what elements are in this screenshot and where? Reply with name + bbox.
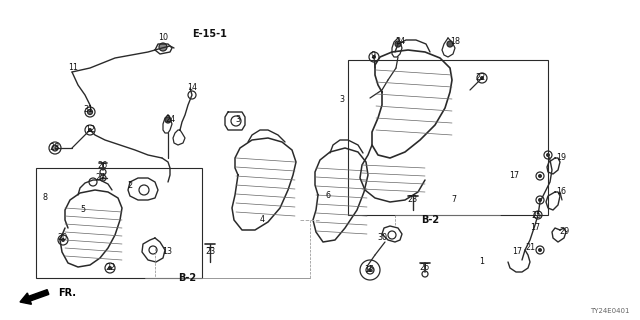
Text: 16: 16 [556, 188, 566, 196]
Text: TY24E0401: TY24E0401 [591, 308, 630, 314]
Text: 24: 24 [165, 116, 175, 124]
Text: 12: 12 [85, 125, 95, 134]
Text: 4: 4 [259, 215, 264, 225]
Text: 19: 19 [556, 154, 566, 163]
Text: 27: 27 [95, 173, 105, 182]
Text: 10: 10 [158, 34, 168, 43]
Text: 3: 3 [236, 116, 241, 124]
Text: 29: 29 [560, 228, 570, 236]
Text: 14: 14 [187, 84, 197, 92]
Text: B-2: B-2 [421, 215, 439, 225]
Text: 30: 30 [377, 234, 387, 243]
Text: 2: 2 [127, 180, 132, 189]
Text: 23: 23 [205, 247, 215, 257]
Text: 11: 11 [68, 63, 78, 73]
Text: 8: 8 [42, 194, 47, 203]
Text: 9: 9 [371, 51, 376, 60]
Text: B-2: B-2 [178, 273, 196, 283]
Text: 22: 22 [105, 263, 115, 273]
Circle shape [395, 41, 401, 47]
Text: 25: 25 [532, 211, 542, 220]
Text: 15: 15 [364, 266, 374, 275]
FancyArrow shape [20, 290, 49, 304]
Circle shape [159, 43, 167, 51]
Text: E-15-1: E-15-1 [193, 29, 227, 39]
Text: 7: 7 [451, 196, 456, 204]
Text: 22: 22 [475, 74, 485, 83]
Text: 17: 17 [509, 171, 519, 180]
Text: 13: 13 [162, 247, 172, 257]
Text: 23: 23 [407, 196, 417, 204]
Circle shape [538, 174, 542, 178]
Text: 31: 31 [83, 106, 93, 115]
Circle shape [372, 55, 376, 59]
Circle shape [538, 198, 542, 202]
Circle shape [88, 128, 92, 132]
Text: 17: 17 [530, 223, 540, 233]
Text: 1: 1 [479, 258, 484, 267]
Circle shape [102, 177, 104, 180]
Text: 28: 28 [49, 143, 59, 153]
Text: 21: 21 [525, 244, 535, 252]
Circle shape [447, 41, 453, 47]
Circle shape [108, 266, 112, 270]
Circle shape [52, 145, 58, 151]
Bar [36, 168, 202, 278]
Text: 26: 26 [419, 263, 429, 273]
Text: 26: 26 [97, 161, 107, 170]
Circle shape [538, 248, 542, 252]
Text: 6: 6 [326, 190, 330, 199]
Text: 20: 20 [57, 234, 67, 243]
Circle shape [61, 238, 65, 242]
Circle shape [368, 268, 372, 272]
Text: 5: 5 [81, 205, 86, 214]
Text: FR.: FR. [58, 288, 76, 298]
Text: 24: 24 [395, 37, 405, 46]
Text: 17: 17 [512, 247, 522, 257]
Circle shape [546, 153, 550, 157]
Circle shape [88, 109, 93, 115]
Circle shape [480, 76, 484, 80]
Text: 18: 18 [450, 37, 460, 46]
Circle shape [165, 117, 171, 123]
Bar [348, 60, 548, 215]
Text: 3: 3 [339, 95, 344, 105]
